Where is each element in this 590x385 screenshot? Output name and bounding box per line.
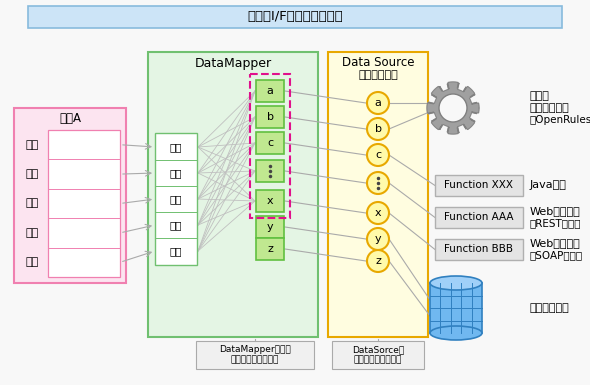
Ellipse shape [430, 326, 482, 340]
Text: a: a [375, 98, 382, 108]
Circle shape [439, 94, 467, 122]
Text: 金額: 金額 [25, 257, 38, 267]
Text: y: y [267, 222, 273, 232]
Text: 日付: 日付 [25, 140, 38, 150]
Bar [48, 130, 120, 277]
Text: 数量: 数量 [170, 194, 182, 204]
Bar [14, 108, 126, 283]
Text: b: b [375, 124, 382, 134]
Text: x: x [267, 196, 273, 206]
Text: 画面A: 画面A [59, 112, 81, 126]
Text: z: z [267, 244, 273, 254]
Text: 数量: 数量 [25, 199, 38, 209]
Circle shape [367, 202, 389, 224]
Text: DataMapper: DataMapper [195, 57, 271, 70]
Text: Data Source: Data Source [342, 57, 414, 70]
Bar [256, 106, 284, 128]
Circle shape [367, 172, 389, 194]
Text: 共通のI/Fによる外部連携: 共通のI/Fによる外部連携 [247, 10, 343, 23]
Text: Function BBB: Function BBB [444, 244, 513, 254]
Text: テーブル連携: テーブル連携 [530, 303, 570, 313]
Text: x: x [375, 208, 381, 218]
Bar [435, 175, 523, 196]
Bar [435, 207, 523, 228]
Bar [28, 6, 562, 28]
Text: Webサービス: Webサービス [530, 206, 581, 216]
Bar [256, 160, 284, 182]
Bar [148, 52, 318, 337]
Circle shape [367, 144, 389, 166]
Bar [430, 283, 482, 333]
Text: Function XXX: Function XXX [444, 181, 513, 191]
Text: Function AAA: Function AAA [444, 213, 514, 223]
Bar [256, 190, 284, 212]
Bar [256, 80, 284, 102]
Text: 品目: 品目 [170, 168, 182, 178]
Ellipse shape [430, 276, 482, 290]
Text: y: y [375, 234, 381, 244]
Text: 日付: 日付 [170, 142, 182, 152]
Bar [256, 238, 284, 260]
Text: c: c [267, 138, 273, 148]
Circle shape [367, 250, 389, 272]
Text: 単価: 単価 [170, 220, 182, 230]
Polygon shape [427, 82, 479, 134]
Bar [435, 239, 523, 260]
Text: a: a [267, 86, 273, 96]
Text: c: c [375, 150, 381, 160]
Text: Webサービス: Webサービス [530, 238, 581, 248]
Bar [250, 74, 290, 218]
Text: z: z [375, 256, 381, 266]
Text: 品目: 品目 [25, 169, 38, 179]
Circle shape [367, 118, 389, 140]
Text: DataMapperからの
変数の見え方は同じ: DataMapperからの 変数の見え方は同じ [219, 345, 291, 365]
Circle shape [367, 92, 389, 114]
Bar [155, 133, 197, 265]
Text: （抽象化層）: （抽象化層） [358, 70, 398, 80]
Text: ルール: ルール [530, 91, 550, 101]
Bar [332, 341, 424, 369]
Text: エンジン連携: エンジン連携 [530, 103, 570, 113]
Circle shape [367, 228, 389, 250]
Text: DataSorceに
変数を登録し抽象化: DataSorceに 変数を登録し抽象化 [352, 345, 404, 365]
Text: （SOAP連携）: （SOAP連携） [530, 251, 583, 261]
Text: Java連携: Java連携 [530, 181, 567, 191]
Text: 金額: 金額 [170, 246, 182, 256]
Bar [256, 216, 284, 238]
Text: 単価: 単価 [25, 228, 38, 238]
Text: （OpenRules）: （OpenRules） [530, 115, 590, 125]
Bar [196, 341, 314, 369]
Text: （REST連携）: （REST連携） [530, 219, 582, 229]
Text: b: b [267, 112, 274, 122]
Bar [256, 132, 284, 154]
Bar [328, 52, 428, 337]
